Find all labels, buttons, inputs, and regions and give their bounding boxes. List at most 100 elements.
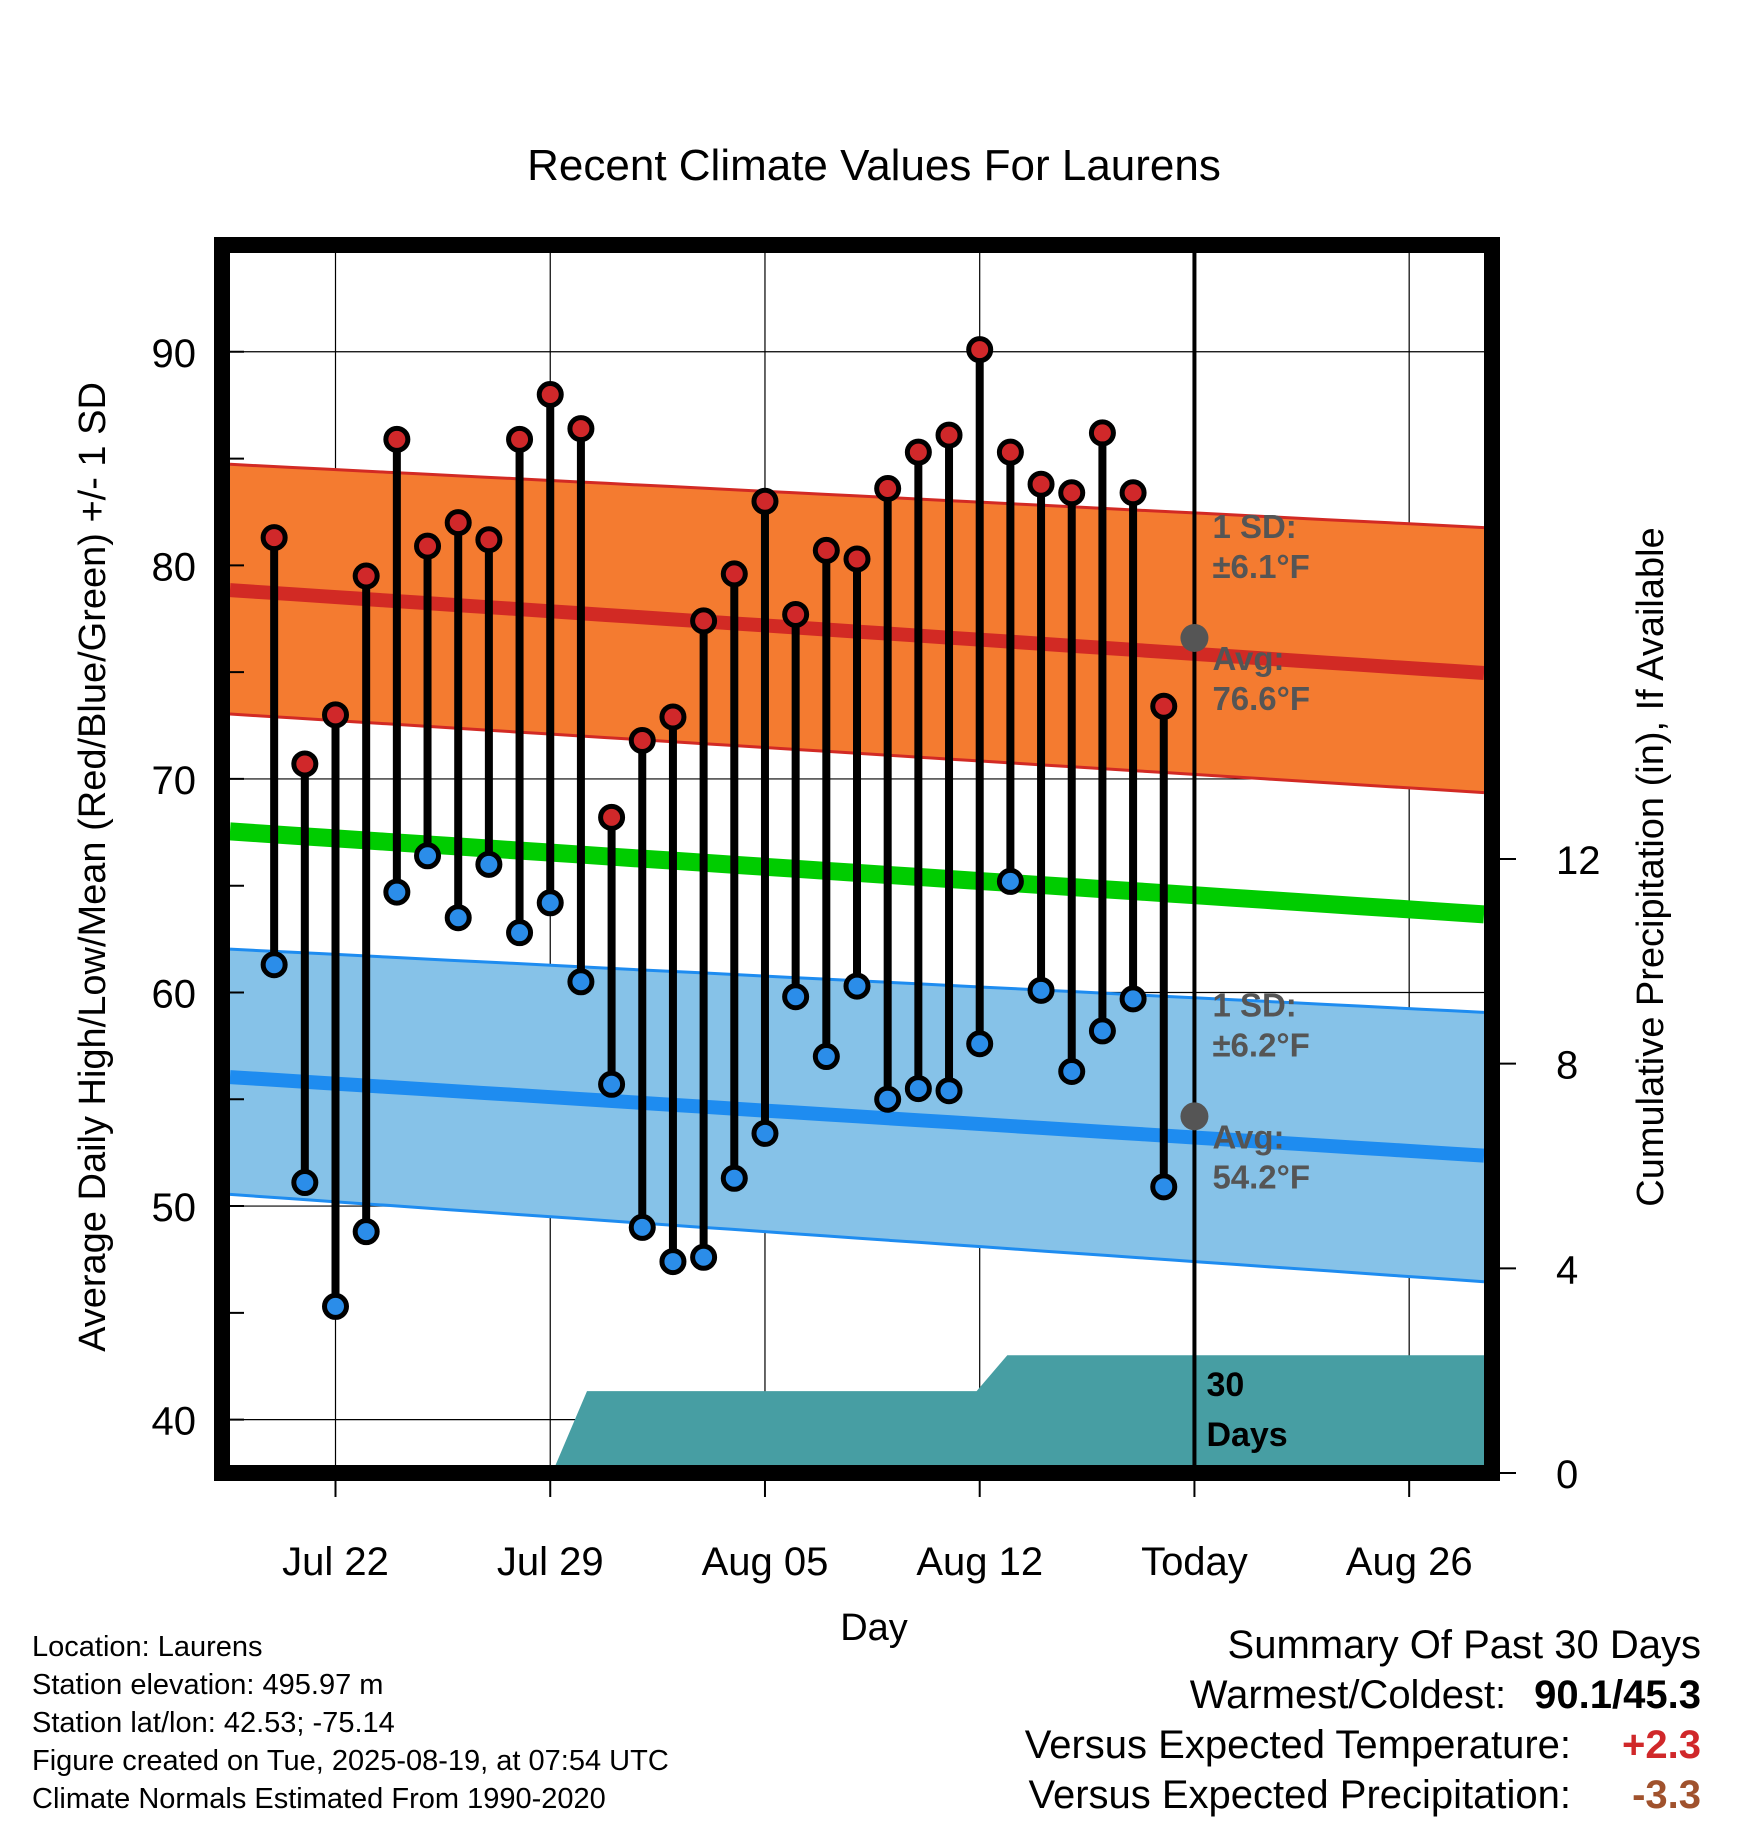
summary-temp-label: Versus Expected Temperature: [1024,1723,1571,1767]
y2-axis-label: Cumulative Precipitation (in), If Availa… [1630,527,1672,1206]
info-latlon: Station lat/lon: 42.53; -75.14 [32,1707,395,1739]
low-avg-label: Avg: [1212,1118,1284,1155]
daily-low-point [966,1030,994,1058]
x-tick-label: Jul 22 [282,1540,389,1584]
daily-high-point [904,438,932,466]
daily-low-point [812,1043,840,1071]
daily-low-point [782,983,810,1011]
daily-high-point [291,750,319,778]
y2-tick-label: 8 [1556,1044,1578,1088]
daily-high-point [843,545,871,573]
high-sd-value: ±6.1°F [1212,548,1309,585]
daily-high-point [598,803,626,831]
daily-high-point [720,560,748,588]
info-normals: Climate Normals Estimated From 1990-2020 [32,1783,606,1815]
daily-low-point [322,1292,350,1320]
daily-high-point [1027,470,1055,498]
y-tick-label: 60 [152,972,197,1016]
days-label-text: Days [1206,1416,1287,1454]
daily-low-point [904,1075,932,1103]
summary-temp-value: +2.3 [1622,1723,1701,1767]
low-sd-value: ±6.2°F [1212,1026,1309,1063]
daily-low-point [475,850,503,878]
daily-high-point [444,509,472,537]
daily-low-point [1027,976,1055,1004]
daily-high-point [383,425,411,453]
daily-low-point [444,904,472,932]
daily-high-point [690,607,718,635]
daily-low-point [352,1218,380,1246]
daily-high-point [1058,479,1086,507]
daily-high-point [935,421,963,449]
daily-high-point [782,600,810,628]
summary-warmest-value: 90.1/45.3 [1534,1673,1701,1717]
y2-tick-label: 12 [1556,839,1601,883]
daily-high-point [352,562,380,590]
daily-high-point [567,415,595,443]
today-normal-high-point [1180,623,1209,652]
daily-high-point [751,487,779,515]
daily-low-point [935,1077,963,1105]
summary-temp-row: Versus Expected Temperature: +2.3 [1025,1720,1701,1770]
y2-tick-label: 0 [1556,1453,1578,1497]
daily-high-point [414,532,442,560]
y-tick-label: 90 [152,332,197,376]
low-sd-label: 1 SD: [1212,986,1296,1023]
x-tick-label: Jul 29 [497,1540,604,1584]
station-info: Location: Laurens Station elevation: 495… [32,1628,669,1818]
low-avg-value: 54.2°F [1212,1158,1310,1195]
x-tick-label: Today [1141,1540,1248,1584]
high-sd-upper-line [229,462,1485,530]
daily-low-point [383,878,411,906]
daily-low-point [414,842,442,870]
daily-high-point [874,474,902,502]
daily-high-point [812,536,840,564]
y-tick-label: 50 [152,1186,197,1230]
summary-warmest-row: Warmest/Coldest: 90.1/45.3 [1025,1670,1701,1720]
daily-high-point [506,425,534,453]
today-normal-low-point [1180,1102,1209,1131]
normal-low-line [229,1070,1485,1163]
daily-low-point [628,1213,656,1241]
y-axis-label: Average Daily High/Low/Mean (Red/Blue/Gr… [72,382,114,1352]
summary-title: Summary Of Past 30 Days [1227,1623,1701,1667]
summary-precip-label: Versus Expected Precipitation: [1028,1773,1571,1817]
daily-low-point [843,972,871,1000]
x-tick-label: Aug 05 [702,1540,829,1584]
info-elevation: Station elevation: 495.97 m [32,1669,384,1701]
daily-high-point [322,701,350,729]
daily-low-point [291,1169,319,1197]
daily-high-point [659,703,687,731]
y-tick-label: 80 [152,545,197,589]
daily-low-point [996,867,1024,895]
x-tick-label: Aug 26 [1346,1540,1473,1584]
daily-low-point [567,968,595,996]
daily-low-point [260,951,288,979]
high-avg-value: 76.6°F [1212,680,1310,717]
daily-low-point [506,919,534,947]
y-tick-label: 70 [152,759,197,803]
daily-low-point [690,1243,718,1271]
daily-high-point [475,526,503,554]
summary-panel: Summary Of Past 30 Days Warmest/Coldest:… [1025,1620,1701,1820]
daily-low-point [659,1248,687,1276]
daily-low-point [720,1164,748,1192]
x-tick-label: Aug 12 [916,1540,1043,1584]
daily-high-point [536,380,564,408]
daily-low-point [536,889,564,917]
chart-title: Recent Climate Values For Laurens [527,141,1221,190]
precip-area [222,1355,1492,1473]
daily-low-point [751,1119,779,1147]
daily-low-point [1058,1057,1086,1085]
summary-precip-row: Versus Expected Precipitation: -3.3 [1025,1770,1701,1820]
daily-high-point [628,726,656,754]
daily-high-point [966,336,994,364]
info-location: Location: Laurens [32,1631,263,1663]
summary-precip-value: -3.3 [1632,1773,1701,1817]
daily-high-point [1088,419,1116,447]
high-avg-label: Avg: [1212,640,1284,677]
daily-high-point [1119,479,1147,507]
low-sd-lower-line [229,1192,1485,1284]
x-axis-label: Day [840,1607,908,1649]
